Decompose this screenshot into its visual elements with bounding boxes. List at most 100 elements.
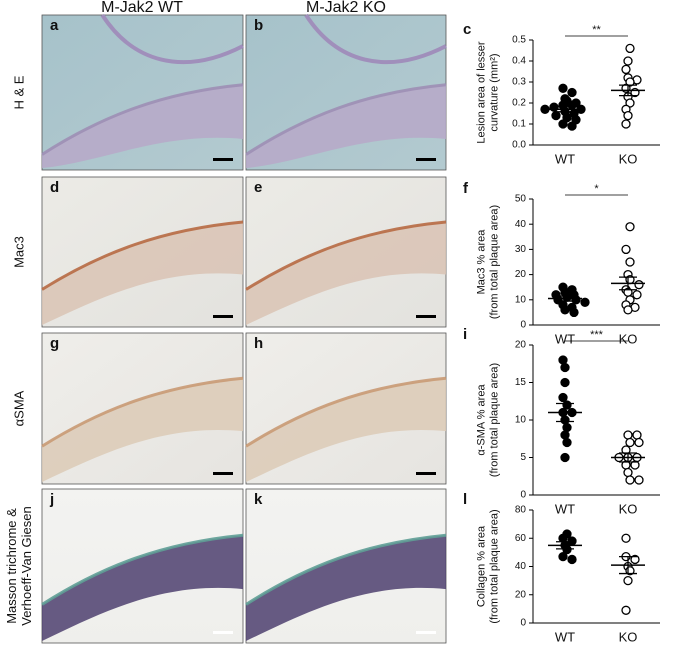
y-axis-label: (from total plaque area): [488, 509, 500, 623]
tissue: [246, 84, 446, 168]
y-axis-label: α-SMA % area: [475, 384, 487, 456]
data-point: [569, 307, 579, 318]
data-point: [621, 605, 631, 615]
data-point: [621, 244, 631, 255]
error-bar: [556, 106, 574, 113]
y-tick-label: 80: [515, 505, 527, 516]
data-point: [558, 119, 568, 129]
data-point: [558, 392, 568, 403]
row-label: Masson trichrome &: [4, 508, 19, 624]
error-bar: [556, 402, 574, 423]
data-point: [558, 83, 568, 93]
scale-bar: [213, 472, 233, 475]
scale-bar: [416, 315, 436, 318]
data-point: [621, 533, 631, 543]
y-tick-label: 40: [515, 219, 527, 230]
tissue-edge: [245, 220, 447, 291]
y-tick-label: 20: [515, 269, 527, 280]
data-point: [623, 575, 633, 586]
tissue: [246, 378, 446, 482]
panel-letter: f: [463, 180, 469, 197]
x-tick-label: WT: [555, 151, 575, 166]
panel-letter: i: [463, 326, 467, 343]
data-point: [623, 305, 633, 315]
tissue: [304, 13, 447, 65]
scale-bar: [416, 631, 436, 634]
panel-letter: k: [254, 491, 263, 508]
data-point: [623, 56, 633, 66]
tissue-edge: [41, 220, 244, 291]
significance-label: ***: [590, 329, 604, 341]
data-point: [558, 551, 568, 562]
panel-letter: d: [50, 179, 59, 196]
data-point: [560, 377, 570, 388]
data-point: [567, 100, 577, 110]
row-label: Mac3: [11, 236, 26, 268]
data-point: [634, 475, 644, 485]
column-header: M-Jak2 WT: [101, 0, 183, 16]
data-point: [560, 430, 570, 440]
y-tick-label: 0.5: [512, 35, 526, 46]
x-tick-label: WT: [555, 331, 575, 346]
error-bar: [619, 276, 637, 291]
data-point: [560, 305, 570, 315]
y-tick-label: 30: [515, 244, 527, 255]
y-tick-label: 0.2: [512, 98, 526, 109]
y-tick-label: 0: [520, 618, 526, 629]
significance-label: **: [592, 24, 601, 36]
x-tick-label: KO: [619, 629, 638, 644]
x-tick-label: KO: [619, 151, 638, 166]
x-tick-label: WT: [555, 629, 575, 644]
data-point: [623, 467, 633, 478]
tissue: [246, 535, 446, 641]
y-tick-label: 10: [515, 294, 527, 305]
row-label-group: αSMA: [11, 390, 26, 426]
panel-letter: e: [254, 179, 262, 196]
scale-bar: [213, 631, 233, 634]
data-point: [540, 104, 550, 114]
row-label-group: H & E: [11, 75, 26, 109]
panel-letter: c: [463, 21, 471, 38]
data-point: [634, 280, 644, 290]
panel-letter: j: [49, 491, 54, 508]
row-label-group: Masson trichrome & Verhoeff-Van Giesen: [4, 506, 34, 626]
panel-letter: a: [50, 17, 59, 34]
y-tick-label: 10: [515, 415, 527, 426]
tissue-edge: [245, 83, 447, 156]
column-header: M-Jak2 KO: [306, 0, 386, 16]
data-point: [562, 422, 572, 433]
y-tick-label: 60: [515, 533, 527, 544]
x-tick-label: KO: [619, 331, 638, 346]
y-tick-label: 20: [515, 589, 527, 600]
y-axis-label: (from total plaque area): [488, 363, 500, 477]
data-point: [580, 297, 590, 307]
y-axis-label: Collagen % area: [475, 525, 487, 607]
scale-bar: [213, 158, 233, 161]
x-tick-label: WT: [555, 501, 575, 516]
panel-letter: h: [254, 335, 263, 352]
tissue: [246, 222, 446, 325]
tissue: [42, 84, 243, 168]
tissue-edge: [245, 533, 447, 606]
y-tick-label: 5: [520, 452, 526, 463]
error-bar: [556, 541, 574, 550]
y-tick-label: 0: [520, 320, 526, 331]
y-tick-label: 20: [515, 340, 527, 351]
error-bar: [619, 555, 637, 575]
tissue: [42, 378, 243, 482]
tissue: [100, 13, 244, 65]
data-point: [621, 119, 631, 129]
data-point: [571, 295, 581, 305]
tissue: [42, 222, 243, 325]
significance-label: *: [594, 183, 599, 195]
data-point: [558, 355, 568, 365]
y-axis-label: (from total plaque area): [488, 205, 500, 319]
row-label: H & E: [11, 75, 26, 109]
error-bar: [556, 295, 574, 302]
data-point: [625, 475, 635, 485]
row-label: Verhoeff-Van Giesen: [19, 506, 34, 626]
data-point: [560, 452, 570, 463]
data-point: [623, 430, 633, 440]
y-tick-label: 50: [515, 194, 527, 205]
